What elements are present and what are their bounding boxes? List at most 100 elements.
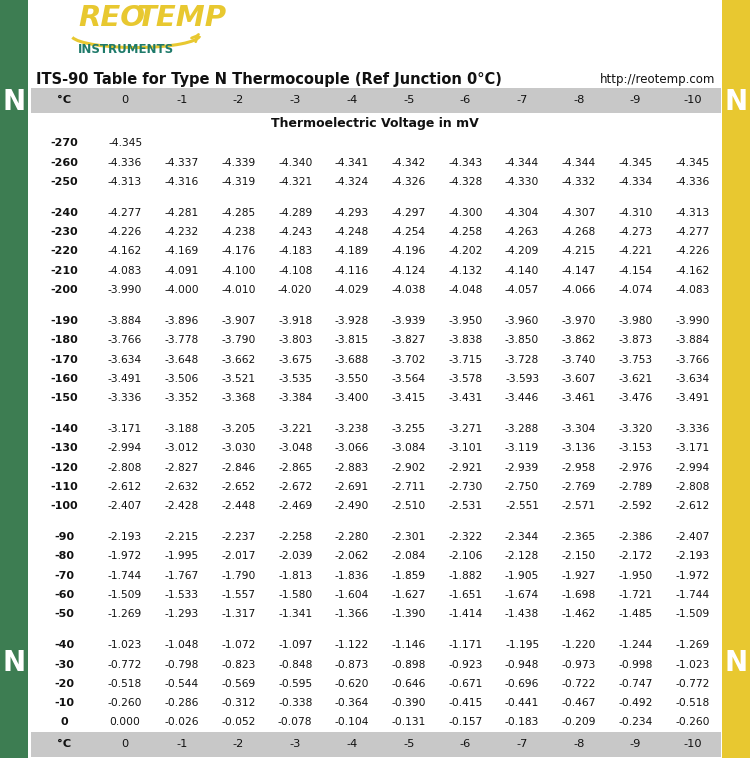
- Text: -3.476: -3.476: [619, 393, 652, 403]
- Text: -4.048: -4.048: [448, 285, 482, 295]
- Text: -4.176: -4.176: [221, 246, 256, 256]
- Text: -3.048: -3.048: [278, 443, 313, 453]
- Text: -2.017: -2.017: [221, 552, 256, 562]
- Text: -2.237: -2.237: [221, 532, 256, 542]
- Text: -0.415: -0.415: [448, 698, 482, 708]
- Text: -2.958: -2.958: [562, 462, 596, 473]
- Text: -2.386: -2.386: [619, 532, 652, 542]
- Text: -0.234: -0.234: [618, 717, 652, 728]
- Text: -0.157: -0.157: [448, 717, 482, 728]
- Text: -2.612: -2.612: [108, 482, 142, 492]
- Text: -4: -4: [346, 739, 358, 750]
- Text: -2.808: -2.808: [108, 462, 142, 473]
- Text: -40: -40: [54, 641, 74, 650]
- Text: -1.533: -1.533: [165, 590, 199, 600]
- Text: -4.307: -4.307: [562, 208, 596, 218]
- Text: -4.337: -4.337: [165, 158, 199, 168]
- Text: -3.171: -3.171: [108, 424, 142, 434]
- Text: -2.730: -2.730: [448, 482, 482, 492]
- Bar: [32, 88, 721, 113]
- Text: -1.790: -1.790: [221, 571, 256, 581]
- Text: -3.535: -3.535: [278, 374, 312, 384]
- Text: -1.972: -1.972: [675, 571, 710, 581]
- Text: -3.336: -3.336: [108, 393, 142, 403]
- Text: -4.074: -4.074: [618, 285, 652, 295]
- Text: -220: -220: [50, 246, 78, 256]
- Text: -3.939: -3.939: [392, 316, 426, 326]
- Text: -4.083: -4.083: [675, 285, 710, 295]
- Text: -3: -3: [290, 739, 301, 750]
- Text: -2.490: -2.490: [334, 501, 369, 511]
- Text: -3.907: -3.907: [221, 316, 256, 326]
- Text: -8: -8: [573, 96, 584, 105]
- Text: -0.518: -0.518: [108, 679, 142, 689]
- Text: -2.448: -2.448: [221, 501, 256, 511]
- Text: -0.998: -0.998: [618, 659, 652, 669]
- Text: INSTRUMENTS: INSTRUMENTS: [78, 42, 174, 56]
- Text: -1.744: -1.744: [108, 571, 142, 581]
- Text: -2.691: -2.691: [334, 482, 369, 492]
- Text: -260: -260: [50, 158, 78, 168]
- Text: -2.994: -2.994: [108, 443, 142, 453]
- Text: -4.057: -4.057: [505, 285, 539, 295]
- Text: -4.038: -4.038: [392, 285, 426, 295]
- Text: N: N: [2, 89, 26, 116]
- Text: -3.400: -3.400: [334, 393, 369, 403]
- Text: -2.106: -2.106: [448, 552, 482, 562]
- Text: -3.634: -3.634: [108, 355, 142, 365]
- Text: -1.698: -1.698: [562, 590, 596, 600]
- Text: -2.632: -2.632: [165, 482, 199, 492]
- Text: -4.226: -4.226: [675, 246, 710, 256]
- Text: -30: -30: [54, 659, 74, 669]
- Text: -3.593: -3.593: [505, 374, 539, 384]
- Text: -2.592: -2.592: [619, 501, 652, 511]
- Text: -3.352: -3.352: [165, 393, 199, 403]
- Text: -7: -7: [517, 96, 528, 105]
- Text: -3.461: -3.461: [562, 393, 596, 403]
- Text: -4.340: -4.340: [278, 158, 313, 168]
- Text: -0.973: -0.973: [562, 659, 596, 669]
- Text: -3.838: -3.838: [448, 335, 482, 345]
- Text: -1.269: -1.269: [108, 609, 142, 619]
- Text: -0.286: -0.286: [164, 698, 199, 708]
- Text: -0.747: -0.747: [618, 679, 652, 689]
- Text: -4.313: -4.313: [108, 177, 142, 186]
- Text: -3.740: -3.740: [562, 355, 596, 365]
- Text: -4.342: -4.342: [392, 158, 426, 168]
- Text: -2.531: -2.531: [448, 501, 482, 511]
- Text: -140: -140: [50, 424, 78, 434]
- Text: -100: -100: [50, 501, 78, 511]
- Text: -3.803: -3.803: [278, 335, 313, 345]
- Text: -2.469: -2.469: [278, 501, 312, 511]
- Text: -1.220: -1.220: [562, 641, 596, 650]
- Text: -3.578: -3.578: [448, 374, 482, 384]
- Text: -90: -90: [54, 532, 74, 542]
- Text: -0.052: -0.052: [221, 717, 256, 728]
- Text: -2.711: -2.711: [392, 482, 426, 492]
- Text: -3.702: -3.702: [392, 355, 426, 365]
- Text: -4.232: -4.232: [165, 227, 199, 237]
- Text: -4: -4: [346, 96, 358, 105]
- Text: -2.407: -2.407: [675, 532, 710, 542]
- Text: -3.753: -3.753: [619, 355, 652, 365]
- Text: -0.364: -0.364: [334, 698, 369, 708]
- Text: -1.146: -1.146: [392, 641, 426, 650]
- Text: °C: °C: [57, 96, 71, 105]
- Text: -1.341: -1.341: [278, 609, 312, 619]
- Text: -2.428: -2.428: [165, 501, 199, 511]
- Text: -4.268: -4.268: [562, 227, 596, 237]
- Text: -270: -270: [50, 138, 78, 149]
- Text: -4.263: -4.263: [505, 227, 539, 237]
- Text: -0.209: -0.209: [562, 717, 596, 728]
- Text: -4.124: -4.124: [392, 265, 426, 276]
- Text: -2.322: -2.322: [448, 532, 482, 542]
- Text: -3.815: -3.815: [334, 335, 369, 345]
- Text: -2.846: -2.846: [221, 462, 256, 473]
- Text: -2: -2: [232, 96, 244, 105]
- Text: -2.921: -2.921: [448, 462, 482, 473]
- Text: -4.334: -4.334: [619, 177, 652, 186]
- Text: 0: 0: [60, 717, 68, 728]
- Text: -4.297: -4.297: [392, 208, 426, 218]
- Text: -4.319: -4.319: [221, 177, 256, 186]
- Text: -0.312: -0.312: [221, 698, 256, 708]
